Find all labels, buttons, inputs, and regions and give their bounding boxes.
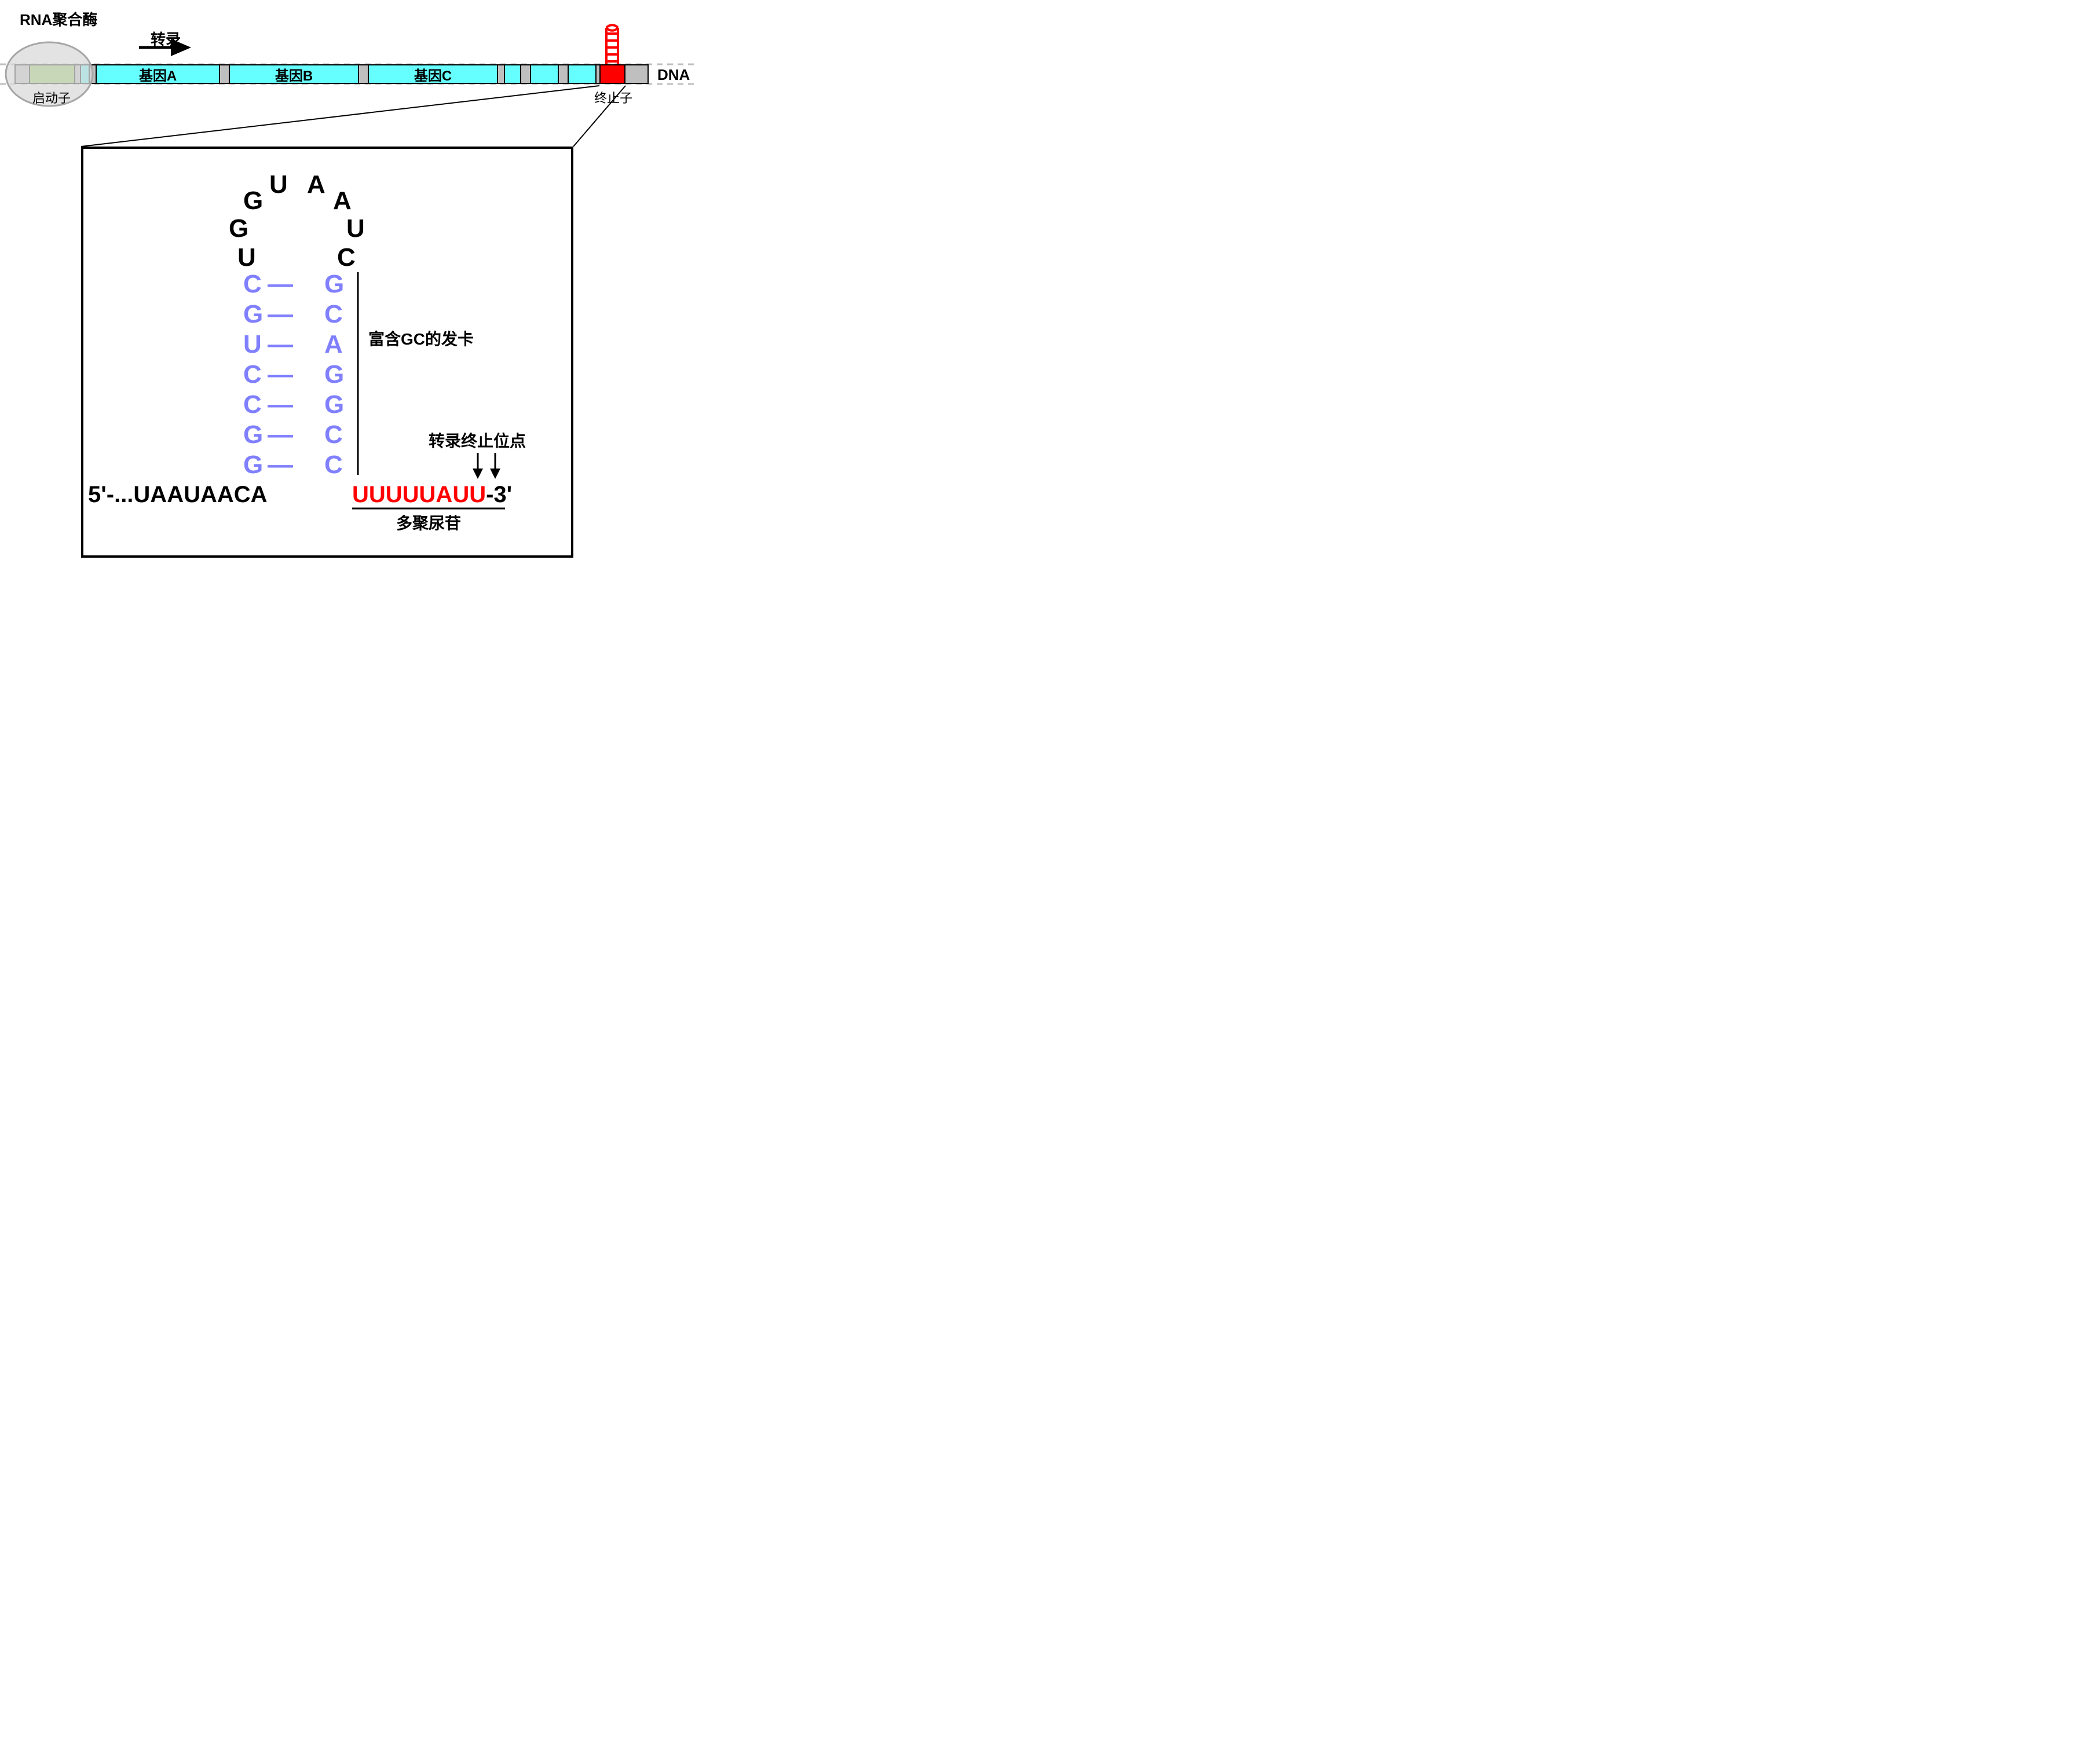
termination-arrows xyxy=(0,0,695,588)
